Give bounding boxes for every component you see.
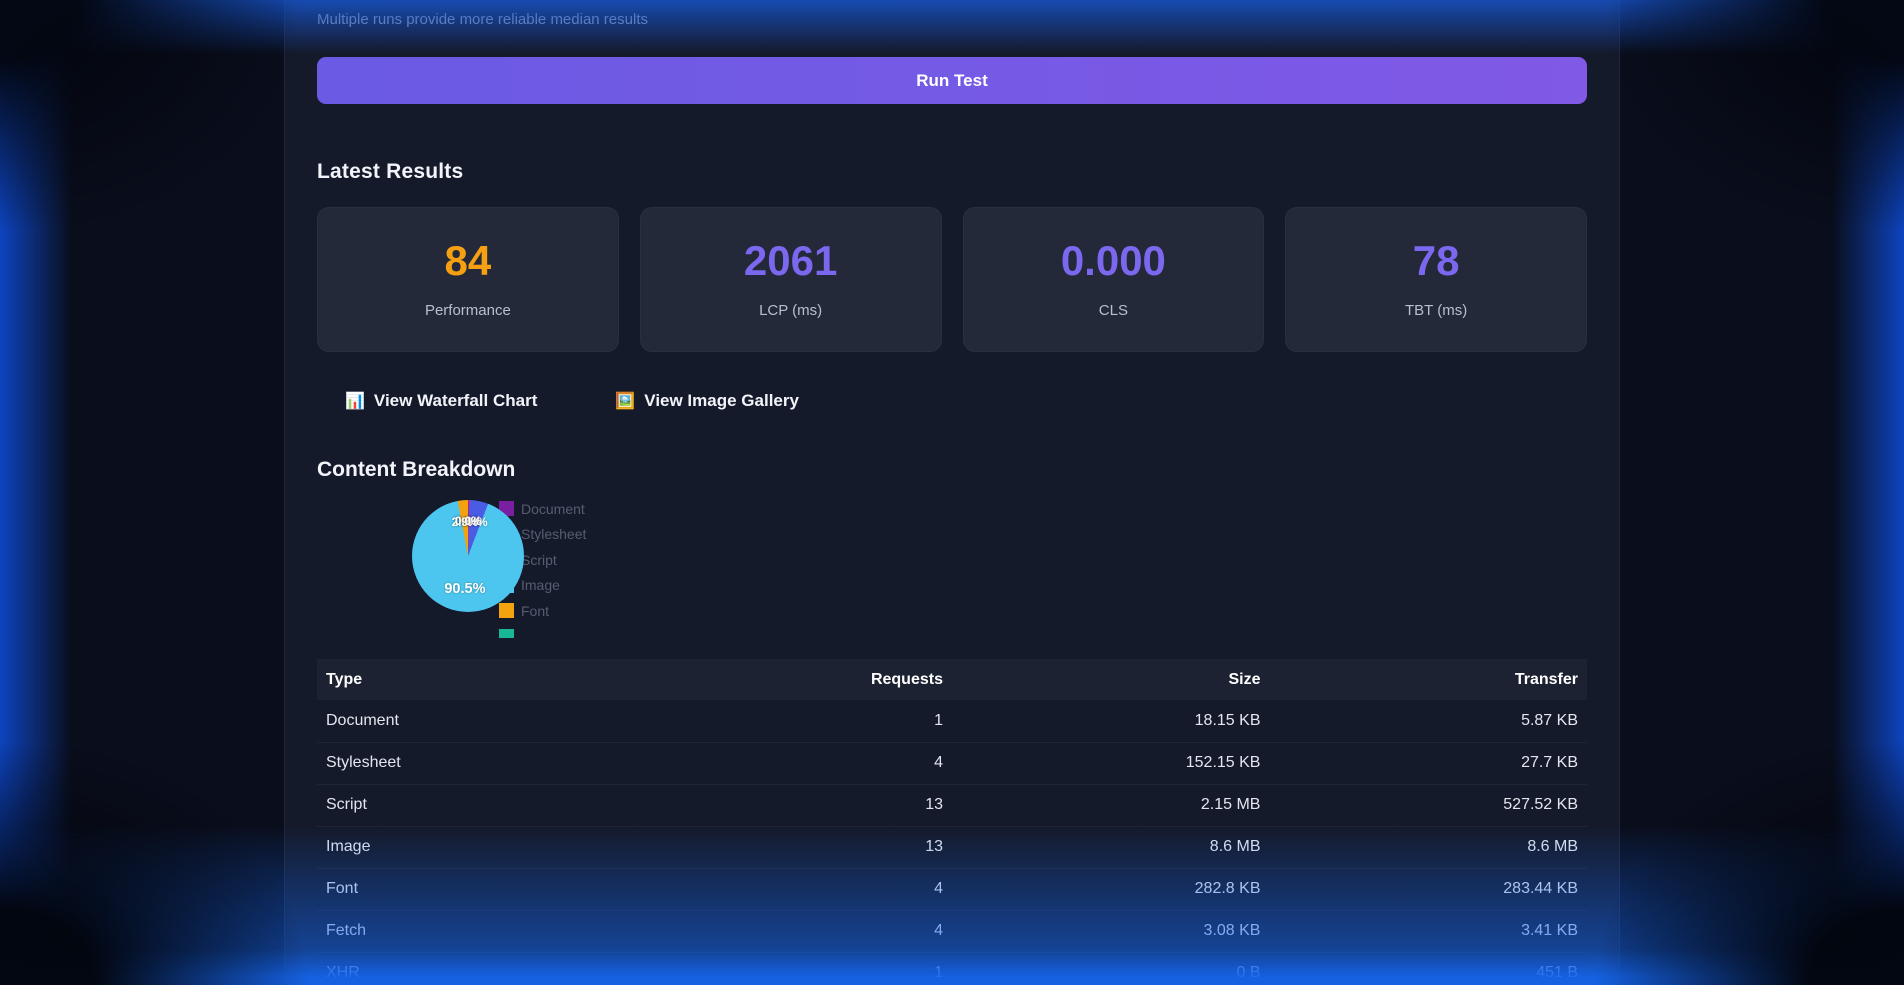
col-header-requests: Requests: [749, 659, 952, 700]
link-view-waterfall-chart[interactable]: 📊 View Waterfall Chart: [345, 391, 537, 411]
metric-label: TBT (ms): [1405, 302, 1468, 319]
metric-card-cls: 0.000 CLS: [962, 207, 1265, 352]
cell-requests: 1: [748, 951, 952, 985]
col-header-size: Size: [952, 659, 1270, 700]
legend-label: Document: [521, 500, 585, 517]
cell-requests: 4: [748, 909, 952, 952]
col-header-type: Type: [317, 659, 749, 700]
cell-transfer: 3.41 KB: [1269, 909, 1587, 952]
main-content: Multiple runs provide more reliable medi…: [284, 0, 1620, 985]
cell-transfer: 283.44 KB: [1269, 867, 1587, 910]
cell-requests: 13: [748, 825, 952, 868]
cell-requests: 4: [748, 867, 952, 910]
cell-type: Font: [317, 867, 749, 910]
runs-hint-text: Multiple runs provide more reliable medi…: [317, 11, 648, 28]
metric-card-lcp-ms: 2061 LCP (ms): [639, 207, 942, 352]
result-links: 📊 View Waterfall Chart 🖼️ View Image Galler…: [317, 391, 1587, 411]
cell-size: 8.6 MB: [951, 825, 1270, 868]
table-header-row: Type Requests Size Transfer: [317, 659, 1587, 700]
cell-size: 3.08 KB: [951, 909, 1270, 952]
run-test-button[interactable]: Run Test: [317, 57, 1587, 104]
table-row-xhr: XHR 1 0 B 451 B: [317, 951, 1587, 985]
legend-label: Stylesheet: [521, 526, 587, 543]
legend-swatch: [499, 628, 514, 638]
cell-type: Stylesheet: [317, 741, 749, 784]
pie-slice-percentage: 90.5%: [444, 581, 486, 598]
cell-transfer: 5.87 KB: [1521, 711, 1578, 729]
bar-chart-icon: 📊: [345, 393, 365, 410]
legend-item-5[interactable]: [499, 624, 586, 638]
metric-value: 84: [444, 237, 492, 284]
legend-label: Script: [521, 551, 557, 568]
table-row-image: Image 13 8.6 MB 8.6 MB: [317, 825, 1587, 868]
table-row-document: Document 1 18.15 KB 5.87 KB: [317, 700, 1587, 742]
cell-type: Document: [326, 711, 399, 729]
metric-label: CLS: [1098, 302, 1128, 319]
cell-transfer: 8.6 MB: [1269, 825, 1587, 868]
cell-requests: 1: [934, 711, 943, 729]
content-breakdown-chart: Document Stylesheet Script Image Font 0.1% 0.…: [317, 490, 1587, 638]
cell-transfer: 527.52 KB: [1269, 783, 1587, 826]
metric-label: LCP (ms): [759, 302, 823, 319]
cell-requests: 4: [748, 741, 952, 784]
cell-type: Script: [317, 783, 749, 826]
metric-card-tbt-ms: 78 TBT (ms): [1285, 207, 1587, 352]
latest-results-heading: Latest Results: [317, 160, 464, 183]
table-row-fetch: Fetch 4 3.08 KB 3.41 KB: [317, 909, 1587, 952]
legend-swatch: [499, 603, 514, 619]
link-view-image-gallery[interactable]: 🖼️ View Image Gallery: [615, 391, 799, 411]
cell-size: 18.15 KB: [1194, 711, 1261, 729]
link-label: View Image Gallery: [644, 391, 799, 410]
cell-transfer: 451 B: [1269, 951, 1587, 985]
metric-value: 0.000: [1060, 237, 1166, 284]
content-breakdown-table: Type Requests Size Transfer Document 1 18.…: [317, 659, 1587, 985]
legend-label: Font: [521, 602, 550, 619]
link-label: View Waterfall Chart: [373, 391, 538, 410]
content-breakdown-heading: Content Breakdown: [317, 458, 516, 481]
legend-item-document[interactable]: Document: [499, 496, 586, 522]
cell-size: 282.8 KB: [951, 867, 1270, 910]
table-row-stylesheet: Stylesheet 4 152.15 KB 27.7 KB: [317, 741, 1587, 784]
table-row-font: Font 4 282.8 KB 283.44 KB: [317, 867, 1587, 910]
cell-size: 2.15 MB: [951, 783, 1270, 826]
cell-requests: 13: [748, 783, 952, 826]
col-header-transfer: Transfer: [1269, 659, 1587, 700]
metric-value: 78: [1412, 237, 1460, 284]
cell-type: Fetch: [317, 909, 749, 952]
table-body: Document 1 18.15 KB 5.87 KB Stylesheet 4 152.1…: [317, 700, 1587, 985]
metric-cards: 84 Performance 2061 LCP (ms) 0.000 CLS 78 TBT (…: [317, 207, 1587, 352]
cell-transfer: 27.7 KB: [1269, 741, 1587, 784]
metric-value: 2061: [743, 237, 838, 284]
cell-size: 0 B: [951, 951, 1270, 985]
table-row-script: Script 13 2.15 MB 527.52 KB: [317, 783, 1587, 826]
cell-type: XHR: [317, 951, 749, 985]
legend-label: Image: [521, 577, 560, 594]
legend-item-font[interactable]: Font: [499, 598, 586, 624]
metric-card-performance: 84 Performance: [317, 207, 619, 352]
image-gallery-icon: 🖼️: [615, 393, 636, 410]
pie-slice-percentage: 0.0%: [454, 516, 482, 529]
cell-size: 152.15 KB: [951, 741, 1270, 784]
cell-type: Image: [317, 825, 749, 868]
metric-label: Performance: [424, 302, 511, 319]
